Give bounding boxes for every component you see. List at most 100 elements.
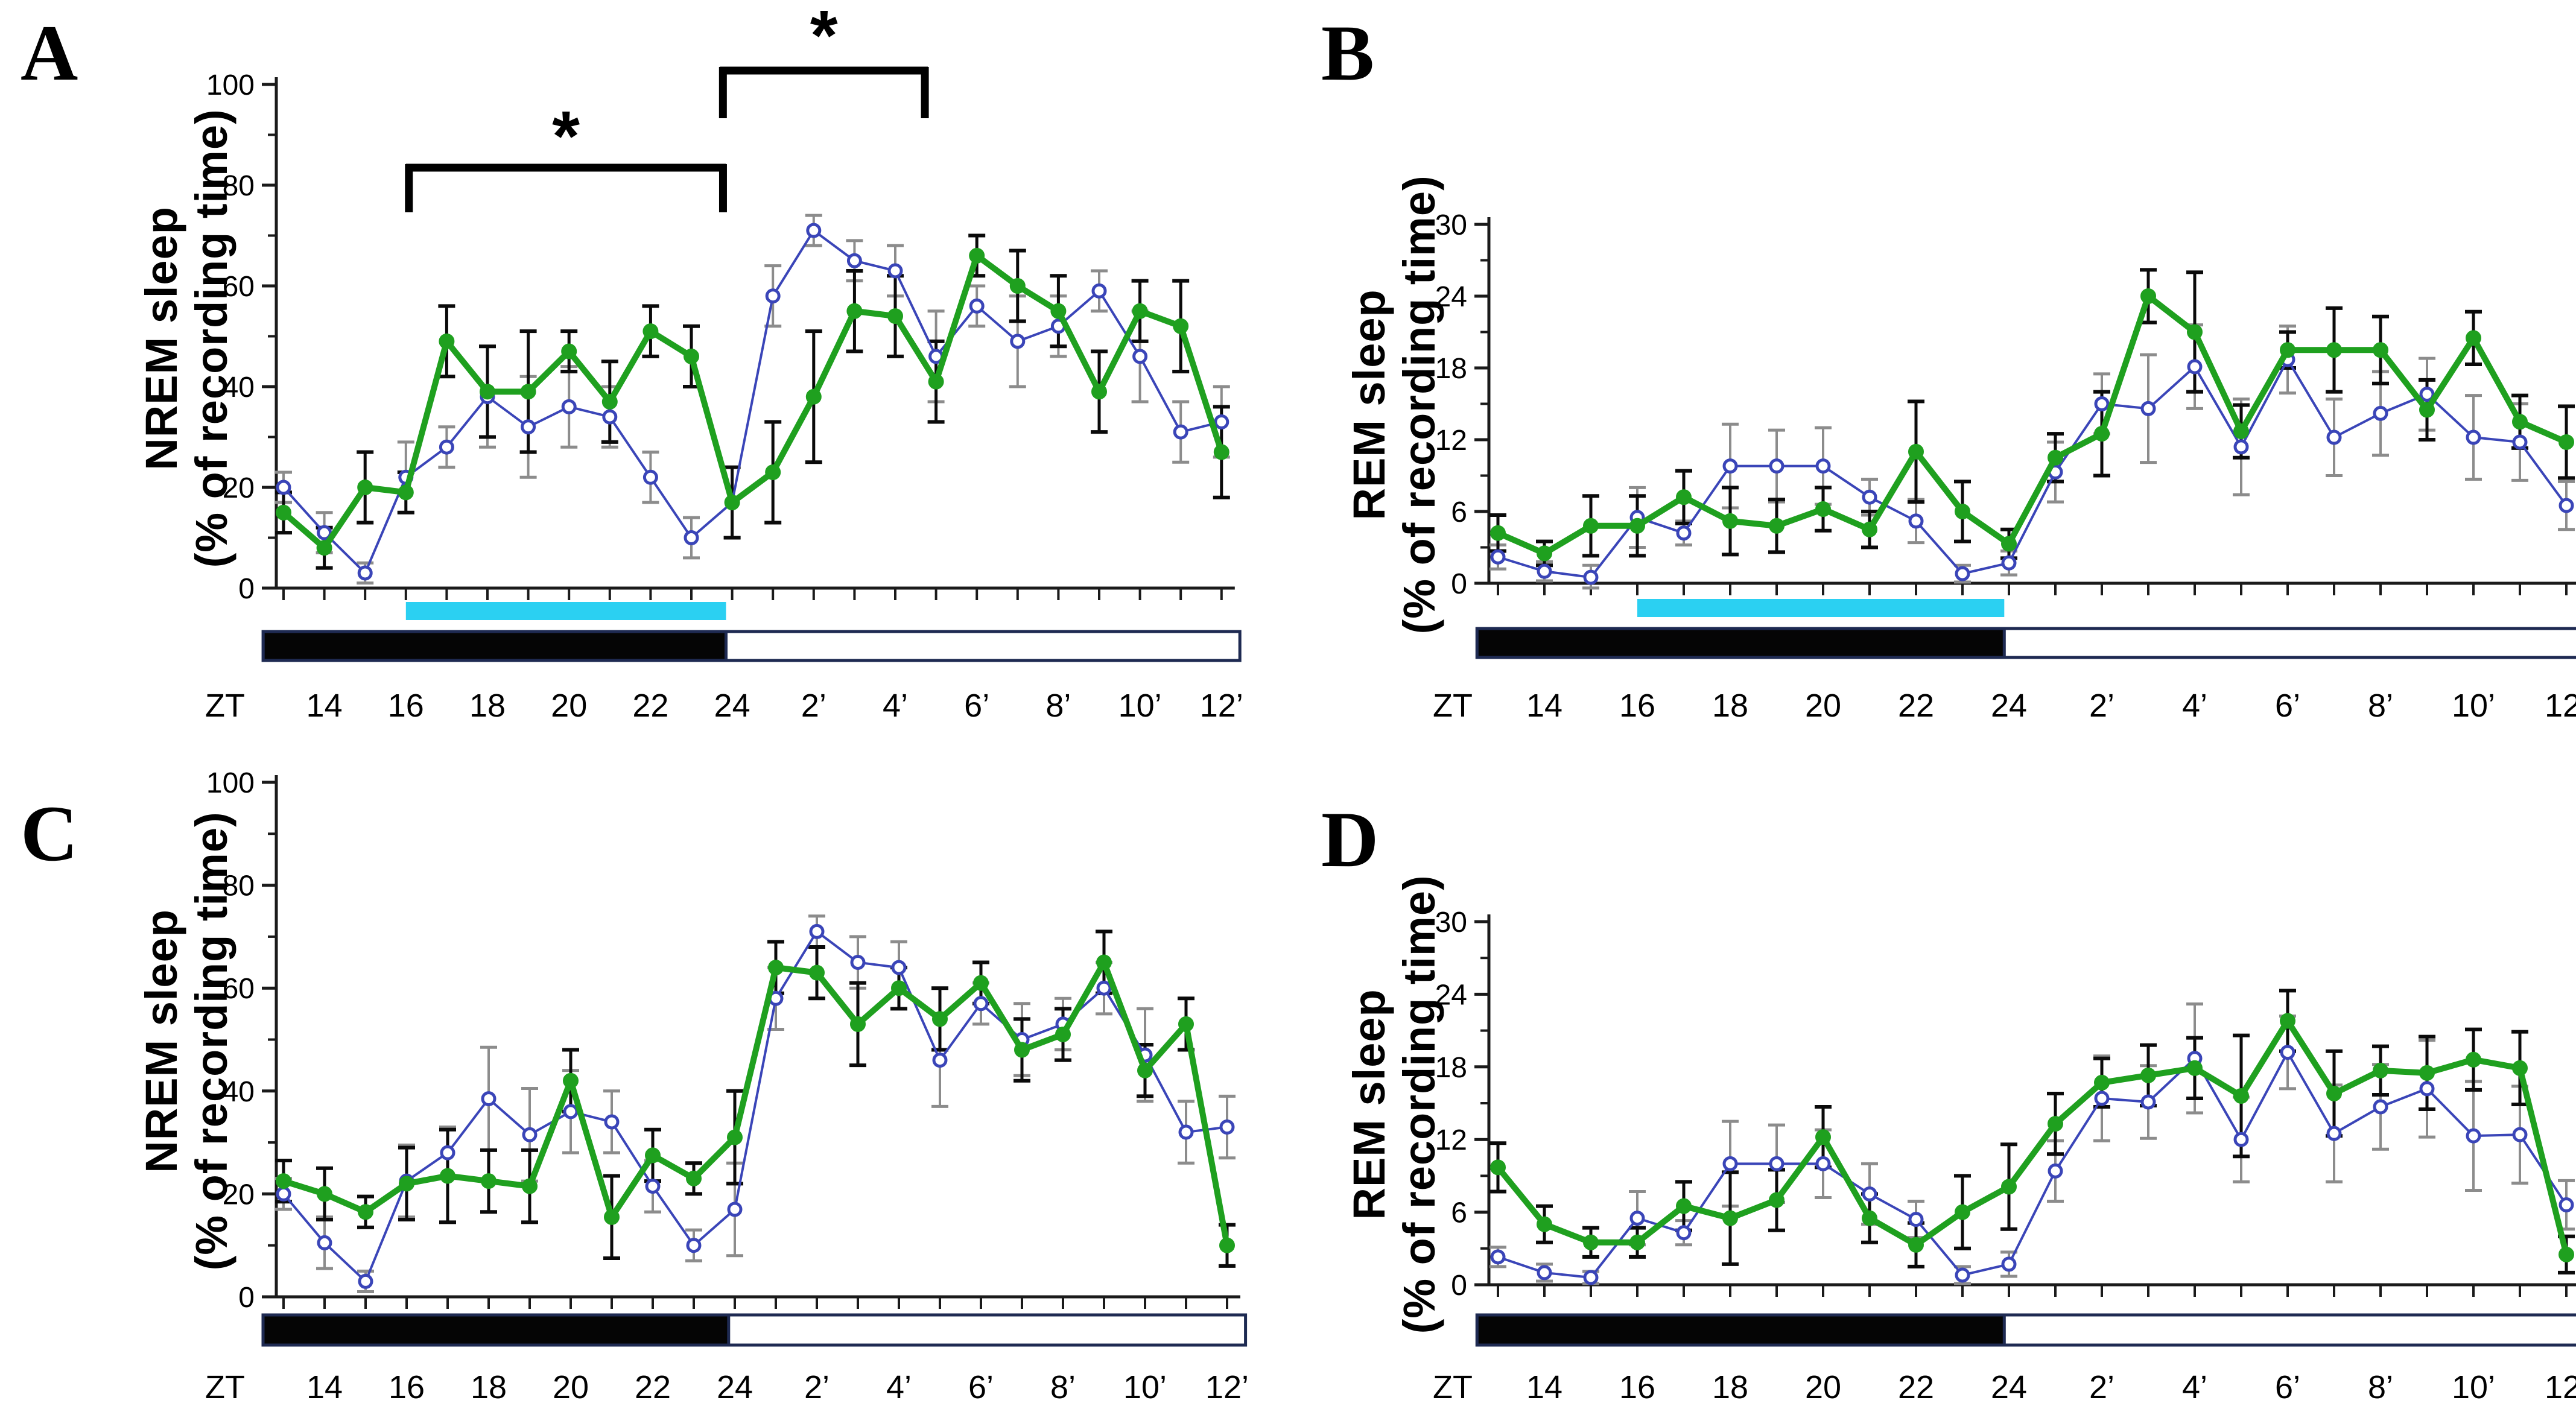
open-circle-marker (1178, 1124, 1194, 1140)
tick-label: 18 (1435, 1052, 1467, 1084)
tick-label: 80 (223, 170, 255, 202)
filled-circle-marker (1722, 1210, 1738, 1226)
filled-circle-marker (601, 394, 618, 410)
open-circle-marker (1722, 1156, 1738, 1171)
filled-circle-marker (1769, 1192, 1784, 1208)
y-axis-title-b: REM sleep (% of recording time) (1344, 13, 1445, 797)
filled-circle-marker (928, 373, 944, 390)
filled-circle-marker (1490, 525, 1506, 541)
filled-circle-marker (440, 1168, 455, 1184)
filled-circle-marker (1629, 518, 1645, 534)
filled-circle-marker (2001, 536, 2017, 552)
open-circle-marker (2140, 401, 2156, 416)
filled-circle-marker (1173, 318, 1189, 334)
panel-letter-a: A (21, 8, 78, 97)
open-circle-marker (276, 480, 291, 495)
filled-circle-marker (932, 1011, 948, 1027)
open-circle-marker (973, 996, 989, 1012)
series-control-open-circles (276, 223, 1229, 581)
filled-circle-marker (276, 1173, 291, 1189)
open-circle-marker (1537, 1265, 1552, 1281)
y-axis-title-d-line2: (% of recording time) (1394, 875, 1444, 1334)
open-circle-marker (1815, 1156, 1831, 1171)
filled-circle-marker (316, 540, 332, 556)
open-circle-marker (1537, 563, 1552, 579)
filled-circle-marker (727, 1129, 743, 1145)
filled-circle-marker (1676, 489, 1692, 505)
filled-circle-marker (317, 1186, 332, 1202)
open-circle-marker (2140, 1094, 2156, 1110)
filled-circle-marker (686, 1170, 702, 1186)
tick-label: ZT (1433, 688, 1473, 724)
tick-label: 24 (1991, 1369, 2027, 1405)
y-axis-title-c-line1: NREM sleep (136, 909, 187, 1173)
open-circle-marker (2559, 498, 2574, 513)
open-circle-marker (1862, 1186, 1877, 1202)
open-circle-marker (2001, 555, 2017, 571)
filled-circle-marker (969, 247, 985, 264)
open-circle-marker (2512, 1127, 2528, 1142)
filled-circle-marker (1132, 303, 1148, 319)
tick-label: 30 (1435, 209, 1467, 241)
axes-B: 0 6 12 18 24 30 ZT 14 16 18 20 22 24 2’ 4’ 6’ 8’ 10’ 12’ (1433, 209, 2576, 724)
filled-circle-marker (480, 384, 495, 400)
tick-label: 18 (469, 688, 506, 724)
green-line (1495, 293, 2569, 557)
open-circle-marker (2559, 1197, 2574, 1213)
open-circle-marker (602, 409, 618, 425)
open-circle-marker (2512, 434, 2528, 450)
tick-label: 20 (223, 472, 255, 504)
tick-label: 22 (635, 1369, 671, 1405)
filled-circle-marker (1137, 1062, 1153, 1078)
open-circle-marker (1583, 569, 1599, 585)
open-circle-marker (1583, 1270, 1599, 1285)
tick-label: 18 (471, 1369, 507, 1405)
filled-circle-marker (1537, 545, 1552, 562)
open-circle-marker (357, 565, 373, 581)
tick-label: 24 (1435, 979, 1467, 1011)
open-circle-marker (1955, 1267, 1970, 1283)
open-circle-marker (439, 439, 454, 455)
filled-circle-marker (357, 480, 373, 495)
tick-label: 0 (1451, 568, 1467, 600)
tick-label: 24 (1991, 688, 2027, 724)
blue-line (282, 229, 1223, 574)
open-circle-marker (2233, 439, 2249, 455)
tick-label: 6’ (2275, 1369, 2300, 1405)
y-axis-title-a: NREM sleep (% of recording time) (136, 0, 237, 730)
filled-circle-marker (1908, 443, 1924, 460)
series-treatment-filled-circles (276, 247, 1229, 556)
tick-label: 100 (206, 69, 255, 101)
tick-label: 18 (1712, 1369, 1748, 1405)
open-circle-marker (317, 1235, 332, 1250)
tick-label: 2’ (2089, 1369, 2114, 1405)
open-circle-marker (1769, 1156, 1784, 1171)
filled-circle-marker (398, 484, 414, 501)
open-circle-marker (1096, 980, 1112, 996)
tick-label: 24 (1435, 281, 1467, 313)
filled-circle-marker (2187, 324, 2203, 340)
tick-label: 2’ (801, 688, 826, 724)
open-circle-marker (2466, 1128, 2481, 1144)
y-axis-title-c: NREM sleep (% of recording time) (136, 649, 237, 1406)
open-circle-marker (2280, 1045, 2295, 1060)
open-circle-marker (604, 1114, 620, 1130)
tick-label: 40 (223, 1076, 255, 1108)
tick-label: 0 (238, 573, 255, 605)
filled-circle-marker (2466, 1051, 2481, 1068)
phase-bars-B (1475, 599, 2576, 659)
filled-circle-marker (850, 1016, 866, 1032)
filled-circle-marker (2326, 1085, 2342, 1101)
open-circle-marker (932, 1053, 948, 1068)
open-circle-marker (1010, 334, 1026, 349)
error-bars-control-open-circles (1489, 1002, 2575, 1285)
filled-circle-marker (2048, 449, 2063, 466)
tick-label: 12’ (1205, 1369, 1249, 1405)
filled-circle-marker (358, 1204, 373, 1220)
tick-label: 20 (1805, 688, 1841, 724)
filled-circle-marker (2373, 342, 2388, 358)
filled-circle-marker (805, 388, 822, 405)
open-circle-marker (1862, 489, 1877, 505)
dark-phase-bar (261, 630, 728, 662)
tick-label: 20 (551, 688, 587, 724)
